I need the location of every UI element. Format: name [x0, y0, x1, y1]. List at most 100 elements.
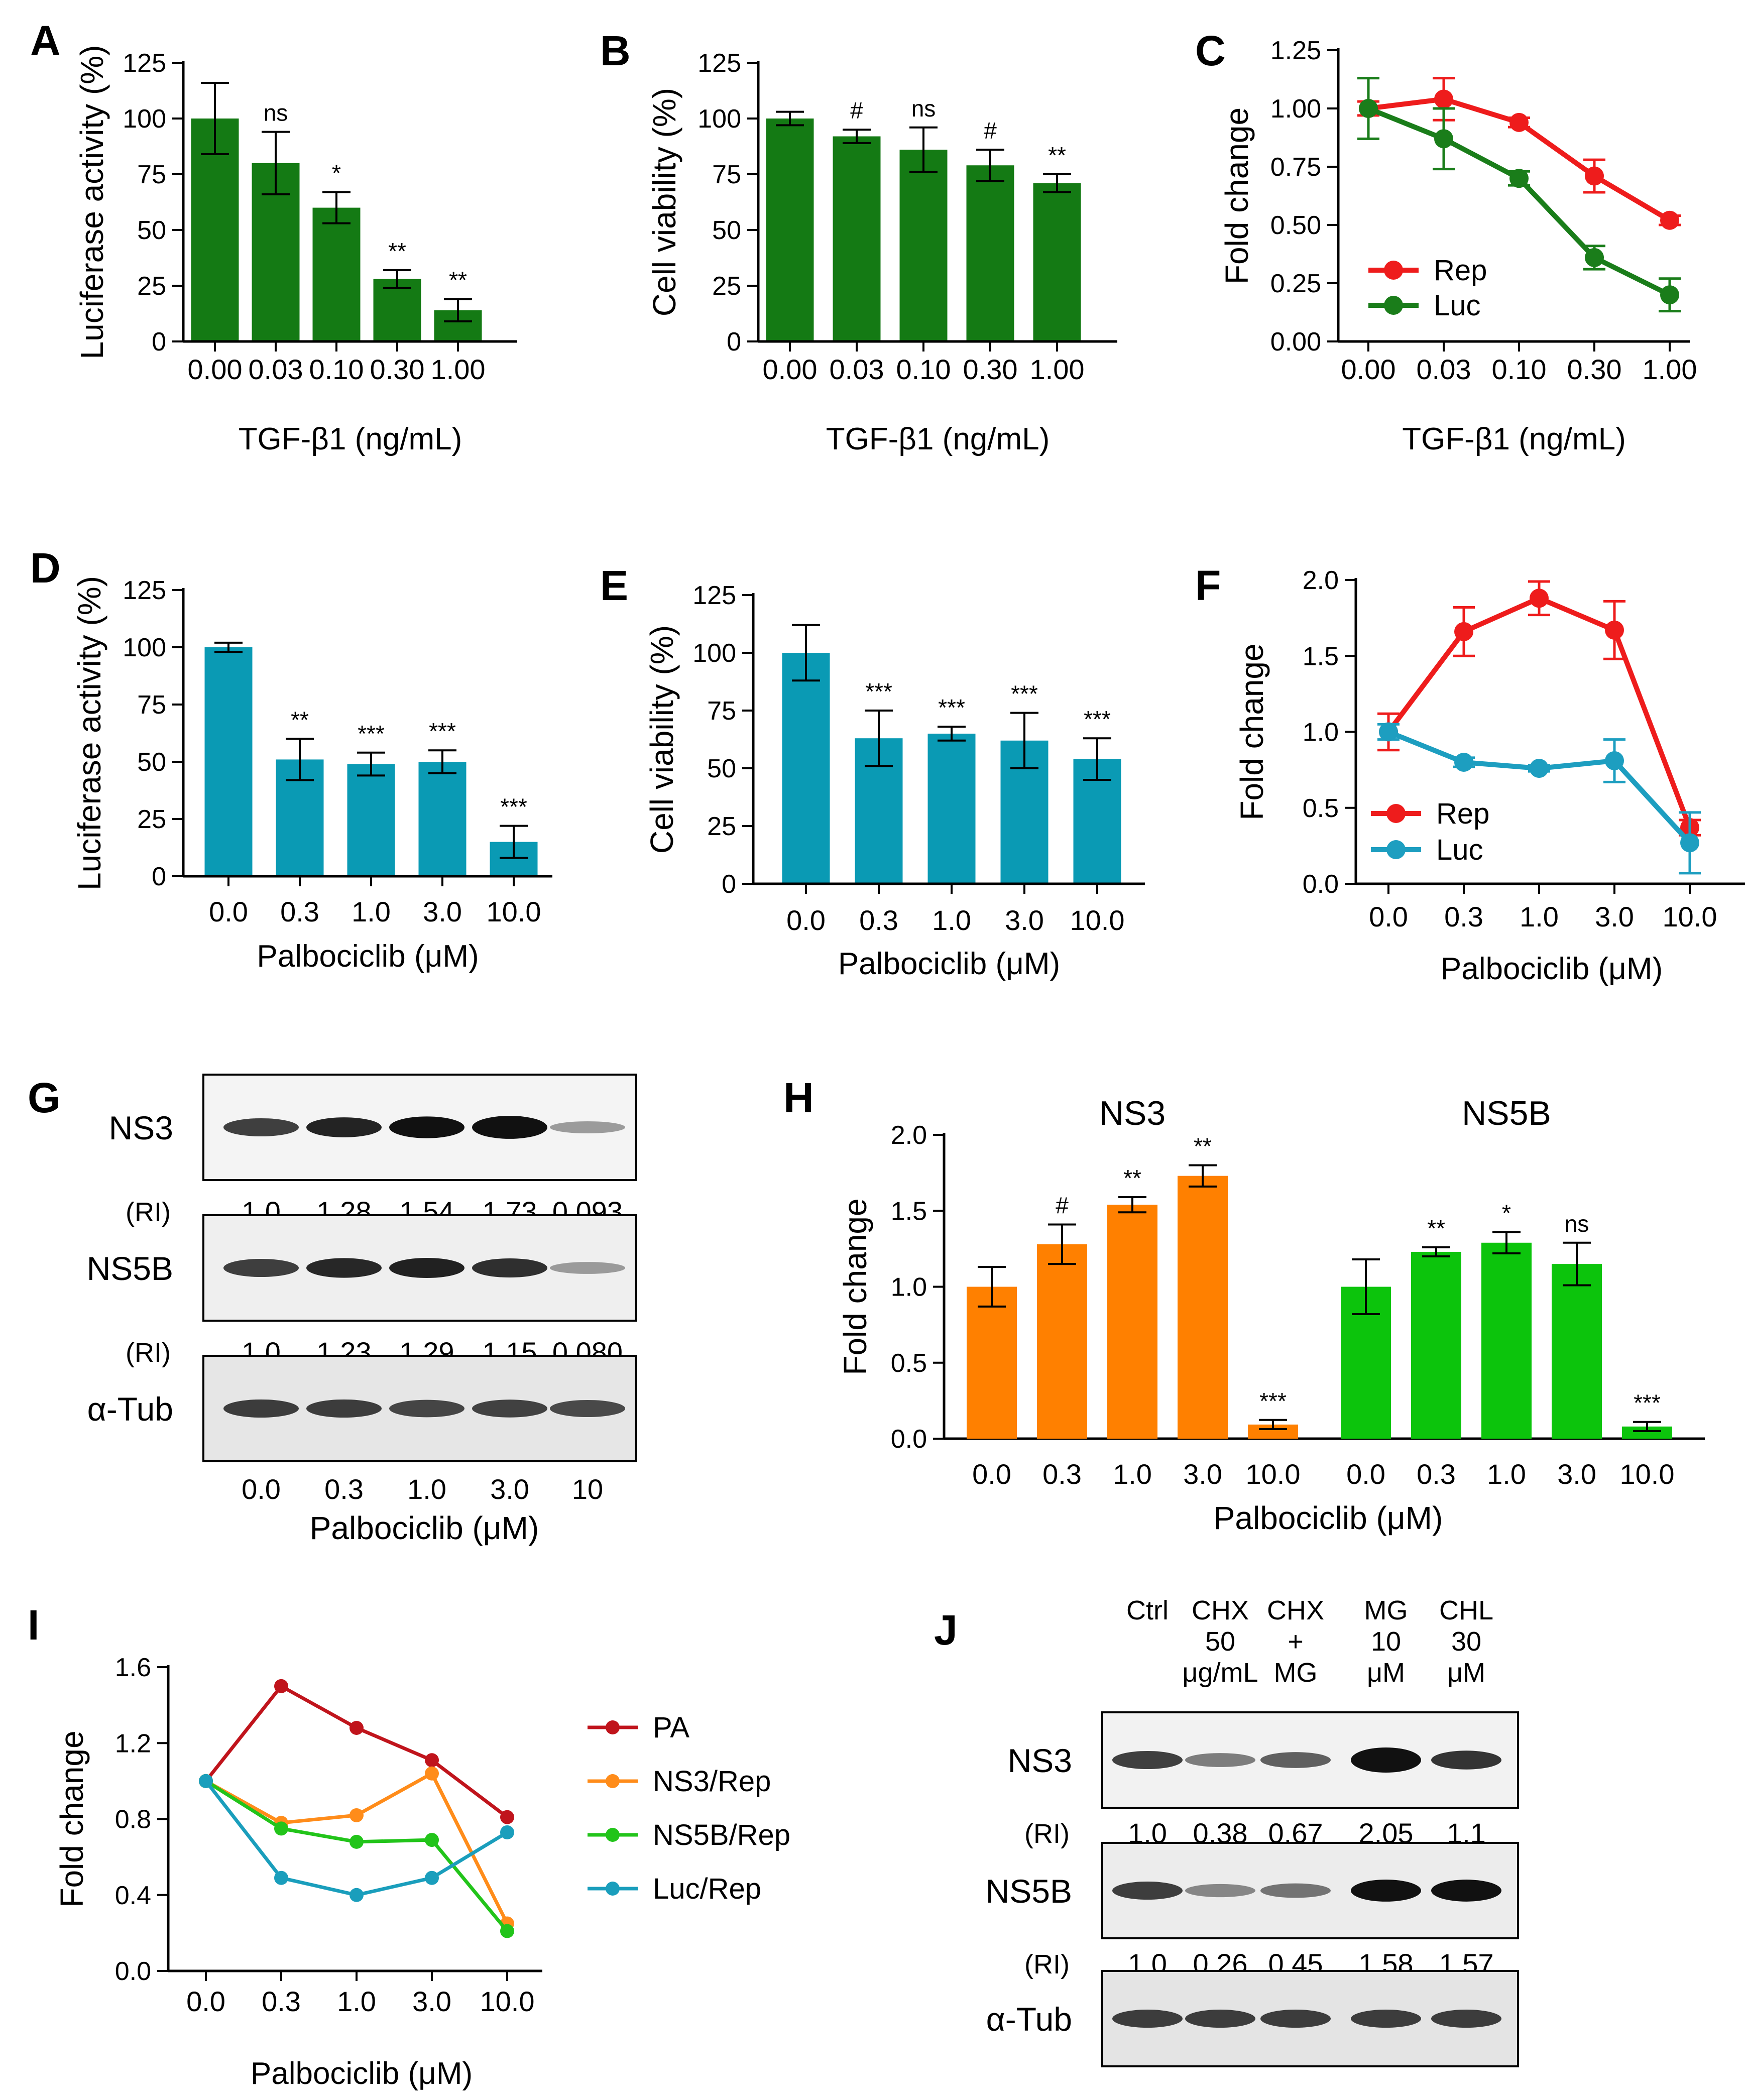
lane-label: 1.0: [407, 1473, 446, 1505]
blot-band: [1260, 1883, 1331, 1898]
blot-band: [306, 1399, 382, 1418]
significance-label: #: [1056, 1192, 1069, 1218]
x-tick-label: 10.0: [1663, 901, 1717, 932]
x-tick-label: 1.0: [352, 896, 391, 927]
y-tick-label: 0: [727, 327, 741, 357]
lane-header: 10: [1371, 1626, 1401, 1657]
x-axis-label: Palbociclib (μM): [257, 939, 479, 974]
x-tick-label: 1.0: [1113, 1458, 1152, 1490]
y-axis-label: Cell viability (%): [646, 88, 682, 316]
legend-marker: [1384, 296, 1403, 315]
lane-header: Ctrl: [1126, 1595, 1169, 1625]
data-point: [274, 1871, 288, 1885]
x-tick-label: 10.0: [1620, 1458, 1675, 1490]
legend-label: NS5B/Rep: [653, 1819, 790, 1851]
data-point: [350, 1888, 364, 1902]
significance-label: #: [850, 97, 863, 124]
data-point: [500, 1924, 514, 1938]
data-point: [1585, 166, 1604, 186]
y-tick-label: 75: [137, 690, 166, 720]
blot-label: NS3: [109, 1109, 173, 1146]
blot-band: [1351, 2009, 1421, 2028]
y-tick-label: 125: [123, 49, 166, 78]
x-tick-label: 0.3: [1042, 1458, 1082, 1490]
series-luc: [1357, 77, 1681, 313]
y-tick-label: 50: [137, 748, 166, 777]
blot-band: [1260, 2009, 1331, 2028]
x-tick-label: 0.30: [1567, 354, 1622, 385]
lane-header: +: [1288, 1626, 1304, 1657]
y-tick-label: 1.00: [1270, 94, 1321, 124]
panel-label-j: J: [934, 1606, 958, 1654]
group-title: NS3: [1099, 1094, 1166, 1132]
y-tick-label: 1.5: [891, 1197, 927, 1226]
bar: [967, 1287, 1017, 1439]
lane-header: 50: [1205, 1626, 1235, 1657]
chart-panel-d: 0.0 ** 0.3 *** 1.0 *** 3.0 *** 10.0 0 25 50 75 100 125…: [71, 576, 552, 974]
data-point: [425, 1871, 439, 1885]
x-tick-label: 0.3: [1444, 901, 1483, 932]
x-axis-label: TGF-β1 (ng/mL): [239, 422, 462, 456]
chart-panel-a: 0.00 ns 0.03 * 0.10 ** 0.30 ** 1.00 0 25 50 75 100 125…: [74, 45, 517, 456]
significance-label: ***: [865, 678, 892, 705]
y-tick-label: 125: [697, 49, 741, 78]
significance-label: **: [1048, 142, 1066, 168]
blot-band: [1185, 1884, 1255, 1898]
x-tick-label: 0.3: [1417, 1458, 1456, 1490]
blot-band: [223, 1399, 299, 1418]
lane-header: MG: [1274, 1658, 1318, 1688]
y-tick-label: 0.00: [1270, 327, 1321, 357]
lane-header: CHX: [1192, 1595, 1249, 1625]
panel-label-f: F: [1195, 562, 1221, 609]
y-tick-label: 25: [707, 812, 736, 841]
data-point: [1454, 753, 1473, 772]
y-tick-label: 0.0: [891, 1425, 927, 1454]
lane-label: 3.0: [490, 1473, 529, 1505]
data-point: [1434, 129, 1453, 149]
legend-marker: [606, 1774, 620, 1788]
bar: [1033, 183, 1081, 341]
x-tick-label: 0.0: [786, 904, 826, 936]
lane-header: CHL: [1439, 1595, 1493, 1625]
data-point: [1660, 285, 1679, 305]
blot-row-ns5b: NS5B(RI) 1.0 1.23 1.29 1.15 0.080: [87, 1214, 637, 1368]
lane-header: MG: [1364, 1595, 1408, 1625]
y-tick-label: 100: [123, 104, 166, 134]
series-line: [1387, 729, 1692, 845]
data-point: [350, 1834, 364, 1849]
y-axis-label: Fold change: [54, 1730, 90, 1907]
x-axis-label: Palbociclib (μM): [310, 1510, 539, 1546]
y-tick-label: 0.0: [115, 1957, 151, 1986]
y-tick-label: 2.0: [891, 1121, 927, 1150]
y-tick-label: 125: [123, 576, 166, 605]
data-point: [500, 1825, 514, 1839]
data-point: [1509, 112, 1529, 132]
bar: [1481, 1242, 1532, 1439]
legend-marker: [606, 1828, 620, 1842]
y-tick-label: 50: [707, 754, 736, 783]
x-tick-label: 0.10: [309, 354, 364, 385]
group-ns3: 0.0 #0.3 ** 1.0 ** 3.0 *** 10.0 NS3: [967, 1094, 1301, 1490]
lane-header: 30: [1451, 1626, 1481, 1657]
x-tick-label: 10.0: [1070, 904, 1125, 936]
ri-label: (RI): [1024, 1819, 1070, 1849]
data-point: [1379, 722, 1398, 742]
y-tick-label: 0.8: [115, 1805, 151, 1834]
blot-band: [550, 1121, 625, 1134]
bar: [1552, 1264, 1602, 1439]
data-point: [1660, 210, 1679, 230]
bar: [418, 762, 467, 876]
x-tick-label: 0.10: [1492, 354, 1547, 385]
y-tick-label: 100: [692, 639, 736, 668]
data-point: [1359, 99, 1378, 118]
blot-row--tub: α-Tub: [986, 1970, 1519, 2067]
significance-label: *: [332, 160, 341, 186]
series-rep: [1357, 77, 1681, 230]
significance-label: **: [449, 267, 467, 293]
bar: [1037, 1244, 1087, 1439]
x-tick-label: 0.3: [280, 896, 319, 927]
legend-label: Luc: [1434, 289, 1481, 322]
x-tick-label: 0.0: [1346, 1458, 1385, 1490]
